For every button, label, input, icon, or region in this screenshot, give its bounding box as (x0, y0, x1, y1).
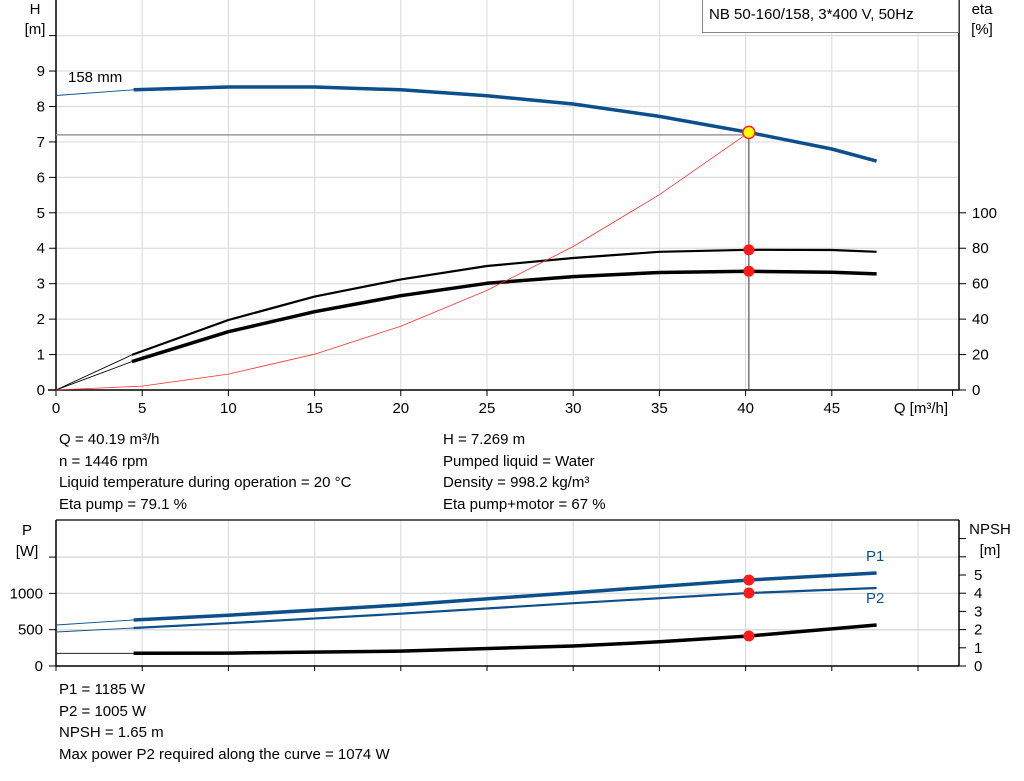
y-tick-label: 1 (37, 347, 45, 364)
p1-operating-point (743, 574, 755, 586)
y-tick-label: 5 (37, 205, 45, 222)
p1-series-label: P1 (866, 548, 884, 565)
y2-axis-unit: [m] (980, 542, 1001, 559)
eta-pump-curve (131, 248, 877, 356)
info-top-right: H = 7.269 m Pumped liquid = Water Densit… (443, 429, 606, 515)
y-tick-label: 9 (37, 63, 45, 80)
eta-pump-extrapolated-line (55, 354, 133, 391)
y-tick-label: 500 (18, 622, 43, 639)
info-npsh: NPSH = 1.65 m (59, 724, 164, 741)
x-tick-label: 0 (52, 400, 60, 417)
y2-tick-label: 0 (972, 382, 980, 399)
eta-pump-motor-extrapolated-line (55, 361, 133, 391)
head-eta-chart: 0 5 10 15 20 25 30 35 40 45 Q [m³/h]0123456789H[m]… (25, 0, 997, 417)
y-tick-label: 0 (35, 658, 43, 675)
y-tick-label: 2 (37, 311, 45, 328)
y-tick-label: 0 (37, 382, 45, 399)
y-axis-unit: [W] (16, 543, 39, 560)
y2-tick-label: 1 (974, 640, 982, 657)
y-tick-label: 7 (37, 134, 45, 151)
eta-pump-motor-curve (131, 269, 877, 364)
y-axis-unit: [m] (25, 21, 46, 38)
x-tick-label: 15 (306, 400, 323, 417)
y2-axis-label: NPSH (969, 521, 1011, 538)
y-axis-label: P (22, 522, 32, 539)
head-extrapolated-line (55, 89, 134, 96)
y2-tick-label: 4 (974, 585, 982, 602)
x-tick-label: 30 (565, 400, 582, 417)
x-tick-label: 10 (220, 400, 237, 417)
y-tick-label: 3 (37, 276, 45, 293)
y2-tick-label: 60 (972, 276, 989, 293)
x-tick-label: 5 (138, 400, 146, 417)
info-eta-pump: Eta pump = 79.1 % (59, 495, 187, 513)
info-p1: P1 = 1185 W (59, 681, 146, 698)
system-curve-curve (55, 132, 750, 391)
info-p2: P2 = 1005 W (59, 702, 147, 720)
info-speed: n = 1446 rpm (59, 452, 148, 470)
y-tick-label: 1000 (10, 585, 43, 602)
y2-tick-label: 2 (974, 622, 982, 639)
y2-tick-label: 3 (974, 603, 982, 620)
p2-operating-point (743, 587, 755, 599)
head-curve (133, 85, 878, 163)
y2-axis-unit: [%] (971, 21, 993, 38)
eta-pump-motor-operating-point (743, 265, 755, 277)
impeller-diameter-label: 158 mm (68, 69, 122, 86)
y2-tick-label: 0 (974, 658, 982, 675)
y-tick-label: 8 (37, 98, 45, 115)
y-tick-label: 4 (37, 240, 45, 257)
duty-point-marker (742, 125, 756, 140)
chart-title-box (702, 0, 959, 33)
y-axis-label: H (30, 1, 41, 18)
eta-pump-operating-point (743, 244, 755, 256)
p2-extrapolated-line (55, 627, 134, 633)
p2-curve (133, 586, 877, 630)
x-tick-label: 25 (479, 400, 496, 417)
y2-tick-label: 20 (972, 347, 989, 364)
y2-tick-label: 100 (972, 205, 997, 222)
x-tick-label: 45 (823, 400, 840, 417)
p2-series-label: P2 (866, 590, 884, 607)
x-tick-label: 20 (392, 400, 409, 417)
y2-tick-label: 40 (972, 311, 989, 328)
info-density: Density = 998.2 kg/m³ (443, 474, 590, 491)
info-flow: Q = 40.19 m³/h (59, 431, 160, 448)
info-pumped-liquid: Pumped liquid = Water (443, 452, 595, 470)
info-max-power: Max power P2 required along the curve = … (59, 745, 390, 763)
info-bottom: P1 = 1185 W P2 = 1005 W NPSH = 1.65 m Ma… (59, 679, 390, 765)
info-eta-pump-motor: Eta pump+motor = 67 % (443, 495, 606, 513)
p1-curve (133, 571, 877, 622)
p1-extrapolated-line (55, 619, 134, 626)
info-top-left: Q = 40.19 m³/h n = 1446 rpm Liquid tempe… (59, 429, 351, 515)
y2-tick-label: 5 (974, 567, 982, 584)
y2-axis-label: eta (972, 1, 994, 18)
npsh-operating-point (743, 630, 755, 642)
info-head: H = 7.269 m (443, 431, 526, 448)
x-axis-label: Q [m³/h] (894, 400, 948, 417)
x-tick-label: 40 (737, 400, 754, 417)
y2-tick-label: 80 (972, 240, 989, 257)
y-tick-label: 6 (37, 169, 45, 186)
chart-title: NB 50-160/158, 3*400 V, 50Hz (709, 6, 914, 23)
info-liquid-temperature: Liquid temperature during operation = 20… (59, 474, 352, 491)
x-tick-label: 35 (651, 400, 668, 417)
